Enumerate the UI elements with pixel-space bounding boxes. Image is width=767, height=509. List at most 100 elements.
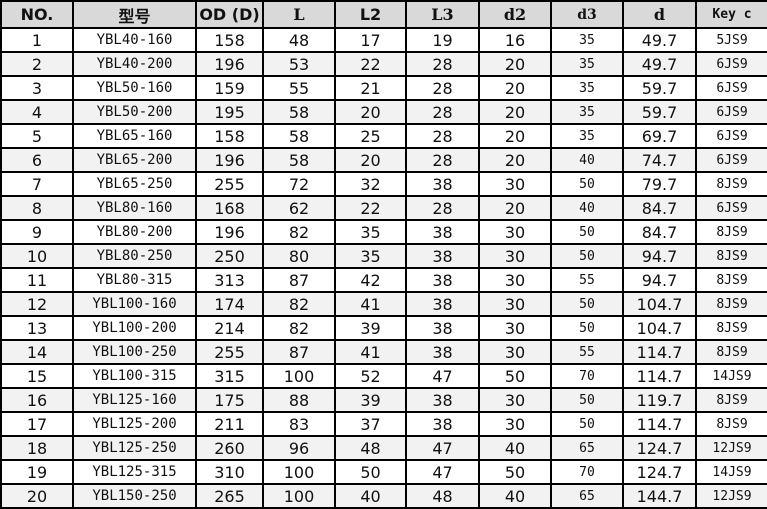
cell-od: 175 bbox=[195, 387, 264, 413]
cell-d: 104.7 bbox=[622, 315, 697, 341]
table-row: 12 YBL100-160 174 82 41 38 30 50 104.7 8JS9 bbox=[0, 291, 767, 317]
cell-od: 196 bbox=[195, 219, 264, 245]
cell-no: 2 bbox=[0, 51, 74, 77]
cell-model: YBL50-160 bbox=[72, 75, 197, 101]
cell-no: 4 bbox=[0, 99, 74, 125]
cell-od: 158 bbox=[195, 27, 264, 53]
cell-l2: 41 bbox=[334, 291, 407, 317]
cell-d2: 30 bbox=[478, 267, 552, 293]
cell-d2: 20 bbox=[478, 99, 552, 125]
cell-no: 10 bbox=[0, 243, 74, 269]
cell-od: 315 bbox=[195, 363, 264, 389]
cell-d: 79.7 bbox=[622, 171, 697, 197]
cell-model: YBL100-250 bbox=[72, 339, 197, 365]
cell-key-c: 8JS9 bbox=[695, 267, 767, 293]
cell-d2: 30 bbox=[478, 291, 552, 317]
cell-model: YBL50-200 bbox=[72, 99, 197, 125]
cell-no: 14 bbox=[0, 339, 74, 365]
cell-model: YBL80-250 bbox=[72, 243, 197, 269]
cell-d3: 50 bbox=[550, 411, 624, 437]
cell-model: YBL65-250 bbox=[72, 171, 197, 197]
cell-l3: 48 bbox=[405, 483, 480, 509]
cell-l3: 38 bbox=[405, 243, 480, 269]
cell-od: 265 bbox=[195, 483, 264, 509]
cell-d2: 20 bbox=[478, 195, 552, 221]
table-row: 3 YBL50-160 159 55 21 28 20 35 59.7 6JS9 bbox=[0, 75, 767, 101]
column-header-model: 型号 bbox=[72, 0, 197, 29]
cell-d3: 35 bbox=[550, 51, 624, 77]
cell-l: 82 bbox=[262, 315, 336, 341]
cell-d3: 35 bbox=[550, 99, 624, 125]
cell-no: 9 bbox=[0, 219, 74, 245]
cell-model: YBL100-200 bbox=[72, 315, 197, 341]
cell-od: 255 bbox=[195, 339, 264, 365]
cell-l: 87 bbox=[262, 267, 336, 293]
cell-key-c: 5JS9 bbox=[695, 27, 767, 53]
cell-l2: 39 bbox=[334, 315, 407, 341]
cell-l2: 21 bbox=[334, 75, 407, 101]
cell-key-c: 8JS9 bbox=[695, 387, 767, 413]
cell-no: 20 bbox=[0, 483, 74, 509]
cell-l3: 38 bbox=[405, 411, 480, 437]
column-header-l3: L3 bbox=[405, 0, 480, 29]
cell-l: 53 bbox=[262, 51, 336, 77]
cell-key-c: 8JS9 bbox=[695, 411, 767, 437]
cell-key-c: 6JS9 bbox=[695, 123, 767, 149]
cell-d2: 20 bbox=[478, 51, 552, 77]
cell-od: 168 bbox=[195, 195, 264, 221]
cell-d3: 40 bbox=[550, 147, 624, 173]
cell-l: 80 bbox=[262, 243, 336, 269]
cell-no: 8 bbox=[0, 195, 74, 221]
cell-key-c: 6JS9 bbox=[695, 75, 767, 101]
cell-d2: 40 bbox=[478, 483, 552, 509]
cell-l: 55 bbox=[262, 75, 336, 101]
cell-d3: 50 bbox=[550, 243, 624, 269]
cell-l: 83 bbox=[262, 411, 336, 437]
cell-l: 82 bbox=[262, 219, 336, 245]
table-row: 10 YBL80-250 250 80 35 38 30 50 94.7 8JS9 bbox=[0, 243, 767, 269]
cell-key-c: 14JS9 bbox=[695, 459, 767, 485]
cell-d3: 35 bbox=[550, 75, 624, 101]
cell-d: 84.7 bbox=[622, 195, 697, 221]
cell-l3: 38 bbox=[405, 387, 480, 413]
cell-l2: 48 bbox=[334, 435, 407, 461]
header-row: NO. 型号 OD (D) L L2 L3 d2 d3 d Key c bbox=[0, 0, 767, 29]
cell-model: YBL80-200 bbox=[72, 219, 197, 245]
table-row: 4 YBL50-200 195 58 20 28 20 35 59.7 6JS9 bbox=[0, 99, 767, 125]
cell-d3: 35 bbox=[550, 123, 624, 149]
cell-od: 260 bbox=[195, 435, 264, 461]
cell-d2: 30 bbox=[478, 315, 552, 341]
cell-no: 1 bbox=[0, 27, 74, 53]
cell-od: 250 bbox=[195, 243, 264, 269]
cell-l3: 47 bbox=[405, 435, 480, 461]
column-header-l: L bbox=[262, 0, 336, 29]
table-row: 19 YBL125-315 310 100 50 47 50 70 124.7 14JS9 bbox=[0, 459, 767, 485]
cell-d: 119.7 bbox=[622, 387, 697, 413]
cell-model: YBL65-200 bbox=[72, 147, 197, 173]
cell-key-c: 6JS9 bbox=[695, 195, 767, 221]
table-row: 5 YBL65-160 158 58 25 28 20 35 69.7 6JS9 bbox=[0, 123, 767, 149]
cell-l: 48 bbox=[262, 27, 336, 53]
cell-l2: 37 bbox=[334, 411, 407, 437]
table-row: 2 YBL40-200 196 53 22 28 20 35 49.7 6JS9 bbox=[0, 51, 767, 77]
table-row: 15 YBL100-315 315 100 52 47 50 70 114.7 14JS9 bbox=[0, 363, 767, 389]
cell-l: 62 bbox=[262, 195, 336, 221]
cell-l: 96 bbox=[262, 435, 336, 461]
cell-model: YBL125-250 bbox=[72, 435, 197, 461]
cell-d: 114.7 bbox=[622, 363, 697, 389]
cell-od: 195 bbox=[195, 99, 264, 125]
cell-l2: 41 bbox=[334, 339, 407, 365]
cell-l2: 20 bbox=[334, 147, 407, 173]
cell-d3: 65 bbox=[550, 483, 624, 509]
cell-od: 214 bbox=[195, 315, 264, 341]
cell-d2: 30 bbox=[478, 387, 552, 413]
table-row: 17 YBL125-200 211 83 37 38 30 50 114.7 8JS9 bbox=[0, 411, 767, 437]
cell-l2: 32 bbox=[334, 171, 407, 197]
cell-no: 16 bbox=[0, 387, 74, 413]
cell-l2: 25 bbox=[334, 123, 407, 149]
table-row: 14 YBL100-250 255 87 41 38 30 55 114.7 8JS9 bbox=[0, 339, 767, 365]
cell-d3: 55 bbox=[550, 339, 624, 365]
cell-od: 159 bbox=[195, 75, 264, 101]
cell-model: YBL80-315 bbox=[72, 267, 197, 293]
